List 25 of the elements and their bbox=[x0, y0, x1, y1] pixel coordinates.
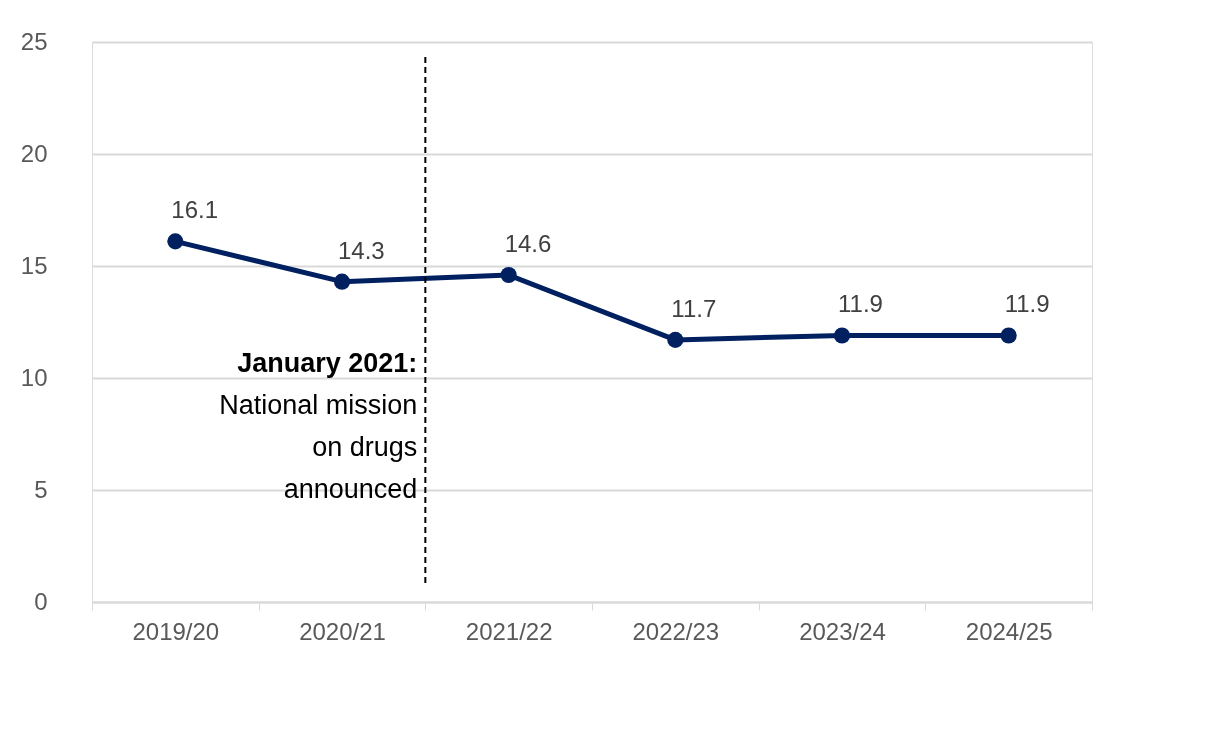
point bbox=[167, 233, 184, 250]
x-tick-label: 2021/22 bbox=[465, 617, 553, 645]
data-label: 14.3 bbox=[338, 236, 385, 264]
point bbox=[333, 273, 351, 290]
y-tick-label: 10 bbox=[20, 363, 48, 391]
y-tick-label: 20 bbox=[20, 139, 48, 167]
data-label: 11.9 bbox=[1004, 290, 1050, 318]
y-tick-label: 15 bbox=[20, 251, 48, 279]
y-tick-label: 0 bbox=[34, 587, 48, 615]
y-tick-label: 5 bbox=[34, 475, 48, 503]
point bbox=[667, 331, 684, 348]
x-tick-label: 2023/24 bbox=[799, 617, 886, 645]
data-label: 14.6 bbox=[504, 229, 552, 257]
x-tick-label: 2019/20 bbox=[132, 617, 220, 645]
y-tick-label: 25 bbox=[20, 27, 48, 55]
point bbox=[500, 266, 517, 284]
data-label: 11.7 bbox=[671, 294, 717, 322]
x-tick-label: 2022/23 bbox=[632, 617, 720, 645]
ref-line-label: January 2021: National mission on drugs announced bbox=[219, 348, 418, 504]
data-label: 16.1 bbox=[171, 196, 219, 224]
point bbox=[833, 327, 851, 344]
point bbox=[1000, 327, 1017, 344]
data-label: 11.9 bbox=[838, 290, 883, 318]
x-tick-label: 2024/25 bbox=[965, 617, 1053, 645]
x-tick-label: 2020/21 bbox=[299, 617, 386, 645]
